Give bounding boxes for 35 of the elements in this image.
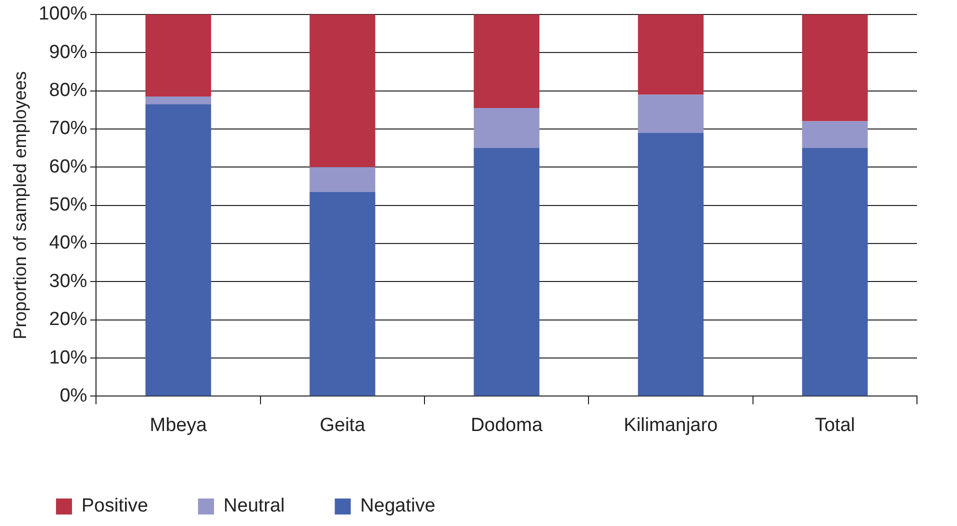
y-tick-label: 30%: [49, 270, 88, 292]
bar: [802, 121, 868, 148]
legend-label: Negative: [360, 496, 436, 517]
bar: [802, 148, 868, 396]
x-tick-label: Geita: [320, 414, 366, 436]
bar: [145, 96, 212, 104]
y-tick-label: 50%: [49, 194, 88, 216]
bar: [145, 104, 212, 396]
bar: [802, 14, 868, 122]
bar: [638, 14, 704, 95]
y-tick-label: 60%: [49, 156, 88, 178]
x-tick-label: Dodoma: [470, 414, 543, 436]
y-tick-label: 70%: [49, 118, 88, 140]
bar: [310, 192, 376, 396]
bar: [474, 148, 540, 396]
y-tick-label: 100%: [38, 4, 88, 25]
x-tick-label: Mbeya: [150, 414, 208, 436]
legend-label: Neutral: [224, 496, 285, 517]
bar: [310, 14, 376, 168]
bar: [474, 14, 540, 108]
y-tick-label: 40%: [49, 232, 88, 254]
x-tick-label: Total: [814, 414, 855, 436]
y-tick-label: 20%: [49, 309, 88, 330]
bar: [638, 94, 704, 133]
legend-label: Positive: [82, 496, 148, 517]
y-tick-label: 0%: [60, 385, 88, 406]
y-tick-label: 10%: [49, 347, 88, 368]
y-axis-title: Proportion of sampled employees: [10, 71, 30, 340]
x-tick-label: Kilimanjaro: [624, 414, 718, 436]
bar: [474, 108, 540, 148]
y-tick-label: 90%: [49, 42, 88, 63]
bar: [145, 14, 212, 96]
y-tick-label: 80%: [49, 80, 88, 101]
bar: [638, 132, 704, 396]
bar: [310, 167, 376, 192]
